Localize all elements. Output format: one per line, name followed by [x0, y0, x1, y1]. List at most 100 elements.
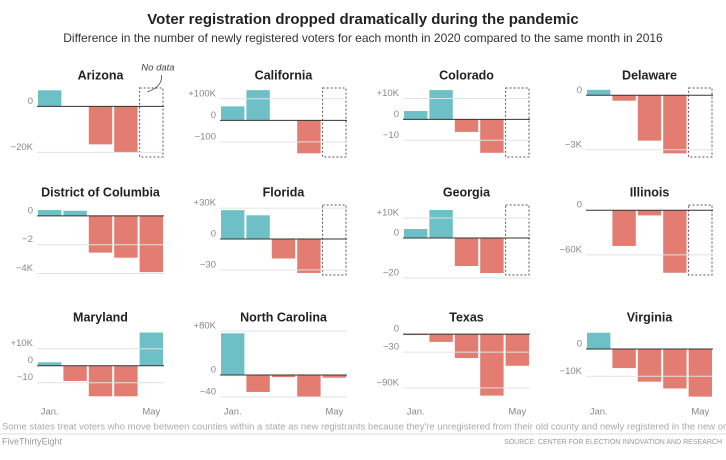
- bar: [663, 210, 687, 273]
- no-data-box: [688, 87, 713, 158]
- y-tick-label: −40: [200, 386, 216, 397]
- bar: [114, 365, 138, 397]
- y-tick-label: −4K: [16, 263, 34, 274]
- y-tick-label: 0: [211, 228, 216, 239]
- y-tick-label: 0: [577, 85, 582, 96]
- bar: [88, 215, 113, 253]
- y-tick-label: 0: [394, 109, 399, 120]
- annotation: No data: [141, 63, 174, 74]
- bar: [612, 349, 636, 369]
- y-tick-label: −3K: [565, 139, 583, 150]
- chart-title: Voter registration dropped dramatically …: [147, 11, 578, 28]
- bar: [38, 90, 62, 107]
- bar: [587, 332, 611, 350]
- y-tick-label: +10K: [377, 88, 400, 99]
- bar: [663, 349, 687, 389]
- y-tick-label: +80K: [194, 321, 217, 332]
- y-tick-label: +10K: [11, 338, 34, 349]
- bar: [404, 229, 428, 238]
- bar: [221, 210, 245, 239]
- x-tick-label: May: [142, 407, 160, 418]
- y-tick-label: 0: [394, 324, 399, 335]
- y-tick-label: 0: [394, 228, 399, 239]
- bar: [637, 210, 662, 216]
- panel-title: Georgia: [443, 185, 491, 199]
- y-tick-label: −20: [383, 268, 399, 279]
- y-tick-label: −90K: [377, 377, 400, 388]
- y-tick-label: 0: [577, 339, 582, 350]
- y-tick-label: −30: [383, 342, 399, 353]
- x-tick-label: Jan.: [41, 407, 59, 418]
- bar: [297, 238, 321, 273]
- bar: [271, 238, 296, 259]
- x-tick-label: May: [691, 407, 709, 418]
- x-tick-label: Jan.: [590, 407, 608, 418]
- no-data-box: [505, 204, 530, 276]
- y-tick-label: 0: [28, 96, 33, 107]
- y-tick-label: 0: [577, 200, 582, 211]
- y-tick-label: −20K: [11, 142, 34, 153]
- bar: [63, 365, 87, 381]
- panel-title: Florida: [263, 185, 306, 199]
- y-tick-label: 0: [211, 110, 216, 121]
- bar: [612, 210, 636, 246]
- x-tick-label: Jan.: [407, 407, 425, 418]
- bar: [454, 119, 479, 132]
- bar: [63, 210, 87, 216]
- no-data-box: [688, 204, 713, 276]
- bar: [246, 215, 270, 239]
- panel-title: California: [255, 68, 314, 82]
- y-tick-label: +30K: [194, 198, 217, 209]
- bar: [587, 89, 611, 96]
- panel-title: Illinois: [630, 185, 670, 199]
- no-data-box: [505, 87, 530, 158]
- panel-title: Arizona: [78, 68, 125, 82]
- y-tick-label: 0: [28, 355, 33, 366]
- bar: [612, 95, 636, 101]
- bar: [404, 111, 428, 120]
- y-tick-label: −10K: [560, 366, 583, 377]
- bar: [480, 119, 504, 153]
- bar: [297, 374, 321, 397]
- x-tick-label: May: [508, 407, 526, 418]
- no-data-box: [322, 87, 347, 158]
- bar: [114, 215, 138, 258]
- panel-title: Maryland: [73, 310, 128, 324]
- no-data-box: [139, 87, 164, 158]
- y-tick-label: −60K: [560, 244, 583, 255]
- y-tick-label: +100K: [188, 88, 216, 99]
- y-tick-label: 0: [28, 205, 33, 216]
- bar: [454, 334, 479, 359]
- bar: [114, 106, 138, 153]
- bar: [297, 120, 321, 154]
- bar: [38, 362, 62, 366]
- bar: [637, 95, 662, 141]
- panel-title: Colorado: [439, 68, 494, 82]
- chart-subtitle: Difference in the number of newly regist…: [63, 31, 663, 45]
- x-tick-label: Jan.: [224, 407, 242, 418]
- bar: [429, 334, 453, 342]
- y-tick-label: −100: [195, 131, 216, 142]
- y-tick-label: 0: [211, 364, 216, 375]
- bar: [429, 90, 453, 120]
- credit: FiveThirtyEight: [2, 436, 63, 446]
- panel-title: North Carolina: [240, 310, 328, 324]
- bar: [429, 210, 453, 238]
- panel-title: District of Columbia: [41, 185, 161, 199]
- bar: [221, 106, 245, 121]
- bar: [88, 365, 113, 397]
- footnote: Some states treat voters who move betwee…: [2, 422, 726, 433]
- panel-title: Texas: [449, 310, 484, 324]
- y-tick-label: −10: [383, 130, 399, 141]
- bar: [38, 210, 62, 216]
- bar: [246, 90, 270, 121]
- panel-title: Virginia: [627, 310, 674, 324]
- bar: [637, 349, 662, 382]
- panel-title: Delaware: [622, 68, 677, 82]
- annotation-arrow: [147, 74, 162, 93]
- bar: [139, 215, 163, 273]
- bar: [454, 238, 479, 266]
- y-tick-label: −10: [17, 372, 33, 383]
- bar: [480, 334, 504, 396]
